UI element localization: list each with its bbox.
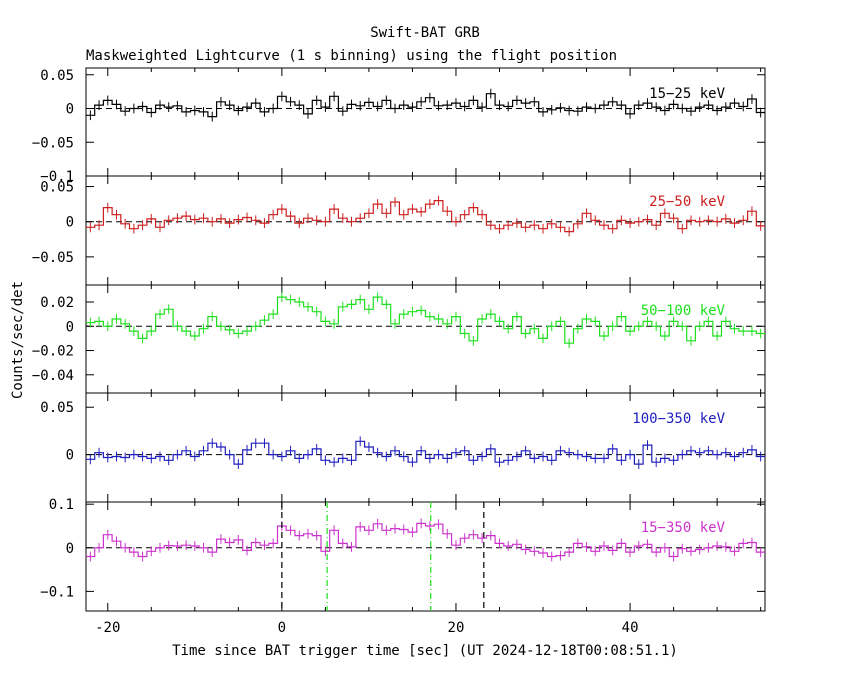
y-tick-label: −0.1	[40, 169, 74, 185]
x-tick-label: 40	[622, 620, 639, 636]
panel-frame	[85, 392, 766, 503]
panel-label: 15−350 keV	[641, 520, 726, 536]
series-line	[86, 200, 765, 233]
y-tick-label: 0.05	[40, 400, 74, 416]
series-line	[86, 440, 765, 465]
series-line	[86, 522, 765, 558]
x-tick-label: 20	[448, 620, 465, 636]
figure-title: Swift-BAT GRB	[370, 25, 480, 41]
y-tick-label: −0.05	[32, 135, 74, 151]
series-line	[86, 93, 765, 118]
x-axis-label: Time since BAT trigger time [sec] (UT 20…	[172, 643, 678, 659]
series-line	[86, 296, 765, 344]
panel-frame	[85, 501, 766, 612]
panel-100-350-kev: 0.05 0 100−350 keV	[40, 392, 766, 503]
x-tick-label: 0	[278, 620, 286, 636]
y-tick-label: 0.05	[40, 68, 74, 84]
panel-frame	[85, 175, 766, 286]
panel-15-25-kev: 0.05 0 −0.05 −0.1 15−25 keV	[32, 67, 766, 185]
y-tick-label: 0	[66, 541, 74, 557]
panel-label: 50−100 keV	[641, 303, 726, 319]
panel-label: 15−25 keV	[649, 86, 725, 102]
y-tick-label: 0.02	[40, 295, 74, 311]
panels-group: 0.05 0 −0.05 −0.1 15−25 keV 0.05 0 −0.05 25−50 k…	[32, 67, 766, 636]
y-tick-label: 0	[66, 102, 74, 118]
y-tick-label: −0.02	[32, 344, 74, 360]
y-tick-label: −0.04	[32, 368, 74, 384]
y-tick-label: 0.1	[49, 497, 74, 513]
panel-label: 100−350 keV	[632, 411, 725, 427]
y-axis-label: Counts/sec/det	[10, 281, 26, 399]
panel-frame	[85, 284, 766, 394]
y-tick-label: 0.05	[40, 180, 74, 196]
y-tick-label: 0	[66, 319, 74, 335]
panel-frame	[85, 67, 766, 177]
y-tick-label: −0.05	[32, 250, 74, 266]
y-tick-label: 0	[66, 448, 74, 464]
panel-50-100-kev: 0.02 0 −0.02 −0.04 50−100 keV	[32, 284, 766, 394]
panel-15-350-kev: 0.1 0 −0.1 15−350 keV	[40, 497, 766, 612]
x-tick-label: -20	[95, 620, 120, 636]
y-tick-label: −0.1	[40, 584, 74, 600]
panel-25-50-kev: 0.05 0 −0.05 25−50 keV	[32, 175, 766, 286]
y-tick-label: 0	[66, 215, 74, 231]
figure-subtitle: Maskweighted Lightcurve (1 s binning) us…	[86, 48, 617, 64]
panel-label: 25−50 keV	[649, 194, 725, 210]
